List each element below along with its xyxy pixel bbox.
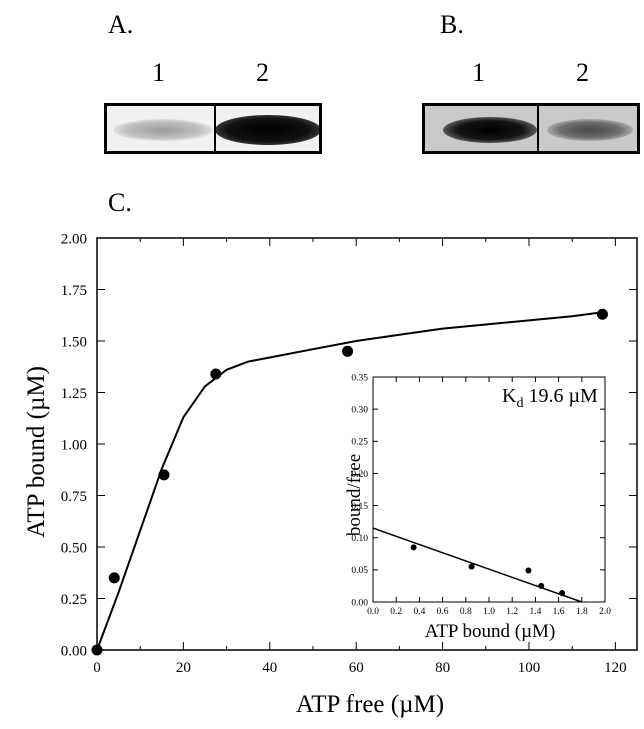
panel-c-label: C. [108, 188, 132, 217]
inset-ytick-label: 0.10 [351, 534, 368, 544]
gel-b-lane-1-band [443, 117, 537, 143]
main-ytick-label: 0.00 [61, 643, 87, 659]
inset-data-point [538, 582, 545, 589]
inset-xtick-label: 1.4 [529, 607, 541, 617]
main-ytick-label: 0.75 [61, 489, 87, 505]
inset-xtick-label: 0.4 [413, 607, 425, 617]
inset-ytick-label: 0.05 [351, 566, 368, 576]
inset-plot-area: 0.0 0.2 0.4 0.6 0.8 1.0 1.2 1.4 1.6 1.8 2.0 0.00 0.0… [351, 373, 611, 617]
inset-xtick-label: 0.8 [460, 607, 472, 617]
inset-xtick-label: 0.2 [390, 607, 402, 617]
main-ytick-label: 1.00 [61, 437, 87, 453]
inset-xlabel: ATP bound (µM) [425, 621, 556, 642]
inset-ylabel: bound/free [344, 454, 365, 536]
gel-a-lane-1-label: 1 [152, 58, 165, 87]
main-fit-line [96, 311, 603, 651]
gel-a-lane-1-band [113, 119, 213, 141]
main-ytick-label: 1.25 [61, 386, 87, 402]
main-data-point [91, 644, 103, 656]
main-xlabel: ATP free (µM) [296, 691, 444, 718]
inset-xtick-label: 1.2 [506, 607, 518, 617]
inset-data-point [468, 563, 475, 570]
main-ytick-label: 2.00 [61, 231, 87, 247]
inset-data-point [410, 544, 417, 551]
gel-b [422, 103, 640, 154]
main-ylabel: ATP bound (µM) [23, 366, 50, 538]
panel-a-label: A. [108, 10, 134, 39]
main-xtick-label: 120 [604, 660, 627, 676]
inset-xtick-label: 1.8 [576, 607, 588, 617]
inset-ytick-label: 0.25 [351, 438, 368, 448]
inset-xtick-label: 1.6 [553, 607, 565, 617]
main-xtick-label: 40 [262, 660, 277, 676]
gel-b-lane-1-label: 1 [472, 58, 485, 87]
main-xtick-label: 100 [518, 660, 541, 676]
inset-ytick-label: 0.35 [351, 373, 368, 383]
main-data-point [158, 469, 170, 481]
gel-a-lane-2-band [215, 115, 319, 145]
gel-b-lane-2-label: 2 [576, 58, 589, 87]
gel-b-lane-2-band [547, 119, 633, 141]
panel-b-label: B. [440, 10, 464, 39]
main-xtick-label: 80 [435, 660, 450, 676]
main-plot-area: 0 20 40 60 80 100 120 0.00 0.25 0.50 0.75 1.00 1.25 1… [61, 231, 638, 676]
main-data-point [596, 308, 608, 320]
gel-b-lane-separator [537, 106, 539, 151]
kd-annotation: Kd 19.6 µM [502, 385, 598, 411]
inset-ytick-label: 0.00 [351, 598, 368, 608]
main-ytick-label: 1.75 [61, 283, 87, 299]
gel-a-lane-2-label: 2 [256, 58, 269, 87]
main-data-point [342, 345, 354, 357]
inset-xtick-label: 0.0 [367, 607, 379, 617]
inset-fit-line [372, 527, 583, 603]
inset-background [373, 377, 605, 602]
main-xtick-label: 20 [176, 660, 191, 676]
gel-a [104, 103, 322, 154]
inset-data-point [525, 567, 532, 574]
inset-xtick-label: 1.0 [483, 607, 495, 617]
main-ytick-label: 1.50 [61, 334, 87, 350]
inset-xtick-label: 0.6 [437, 607, 449, 617]
main-xtick-label: 0 [93, 660, 101, 676]
main-xtick-label: 60 [349, 660, 364, 676]
main-ytick-label: 0.50 [61, 540, 87, 556]
inset-xtick-label: 2.0 [599, 607, 611, 617]
inset-ytick-label: 0.15 [351, 502, 368, 512]
main-ytick-label: 0.25 [61, 592, 87, 608]
gel-a-lane-separator [214, 106, 216, 151]
inset-ytick-label: 0.20 [351, 470, 368, 480]
main-data-point [210, 368, 222, 380]
inset-data-point [559, 590, 566, 596]
inset-ytick-label: 0.30 [351, 405, 368, 415]
main-data-point [108, 572, 120, 584]
